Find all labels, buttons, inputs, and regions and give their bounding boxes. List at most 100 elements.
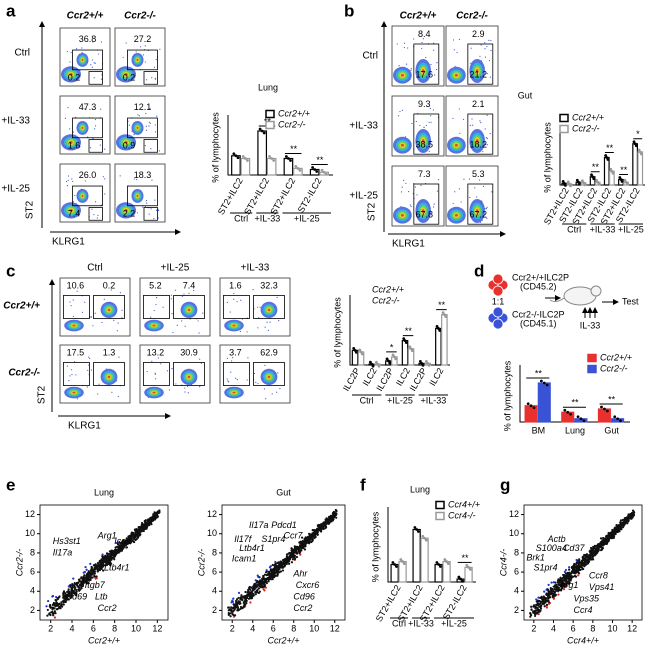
y-tick-label: 10 xyxy=(207,528,217,538)
event-dot xyxy=(89,357,91,360)
gene-dot xyxy=(590,558,593,561)
gene-dot xyxy=(237,609,240,612)
replicate-dot xyxy=(435,325,439,328)
gene-dot xyxy=(90,570,93,573)
replicate-dot xyxy=(268,155,271,158)
gene-dot xyxy=(262,588,265,591)
x-tick-label: 2 xyxy=(48,623,53,633)
gene-dot xyxy=(625,521,628,524)
event-dot xyxy=(405,63,408,65)
x-tick-label: 2 xyxy=(230,623,235,633)
y-tick-label: 8 xyxy=(514,547,519,557)
gene-dot xyxy=(93,575,96,578)
replicate-dot xyxy=(457,575,461,579)
gene-dot xyxy=(74,593,78,597)
event-dot xyxy=(68,379,70,382)
event-dot xyxy=(72,180,74,183)
event-dot xyxy=(252,289,254,291)
event-dot xyxy=(144,45,146,47)
x-tick-label: 10 xyxy=(309,623,319,633)
event-dot xyxy=(113,319,115,321)
replicate-dot xyxy=(241,155,245,158)
gene-dot xyxy=(334,508,337,512)
gene-dot xyxy=(257,581,260,584)
gene-dot xyxy=(47,599,50,603)
gene-dot xyxy=(550,592,553,595)
gene-dot xyxy=(68,595,71,598)
gene-dot xyxy=(57,603,60,606)
legend-swatch xyxy=(435,511,445,521)
event-dot xyxy=(436,62,438,64)
gene-label: Itgb7 xyxy=(85,580,106,590)
gene-dot xyxy=(232,597,235,600)
gene-dot xyxy=(307,542,311,545)
gate-value: 3.7 xyxy=(229,347,242,357)
event-dot xyxy=(67,179,69,181)
gene-dot xyxy=(54,605,57,608)
gene-dot xyxy=(274,568,277,571)
gene-label: S1pr4 xyxy=(261,534,285,544)
gate-value: 12.1 xyxy=(134,102,152,112)
gate xyxy=(88,139,103,153)
replicate-dot xyxy=(385,357,389,361)
event-dot xyxy=(264,326,266,328)
event-dot xyxy=(396,43,398,45)
event-dot xyxy=(425,56,427,59)
gene-dot xyxy=(556,581,560,584)
column-header: Ccr2+/+ xyxy=(67,11,104,22)
gene-dot xyxy=(125,546,128,549)
significance: * xyxy=(390,342,394,352)
replicate-dot xyxy=(394,357,398,361)
gene-dot xyxy=(539,607,543,610)
gene-dot xyxy=(566,571,569,574)
gene-dot xyxy=(323,522,326,525)
event-dot xyxy=(403,179,405,181)
gene-dot xyxy=(67,592,70,595)
y-tick-label: 4 xyxy=(212,586,217,596)
gate xyxy=(253,361,285,386)
event-dot xyxy=(485,207,487,210)
event-dot xyxy=(92,325,94,327)
gate-value: 17.5 xyxy=(67,347,85,357)
gene-dot xyxy=(533,605,536,608)
gene-dot xyxy=(559,584,563,587)
event-dot xyxy=(157,217,159,219)
event-dot xyxy=(398,64,400,67)
gene-label: Arg1 xyxy=(558,580,578,590)
gate xyxy=(88,207,103,221)
gene-dot xyxy=(592,545,595,549)
replicate-dot xyxy=(298,169,302,172)
gene-dot xyxy=(567,582,571,585)
event-dot xyxy=(89,147,92,149)
density xyxy=(72,324,76,327)
density xyxy=(454,143,458,147)
gene-dot xyxy=(314,531,317,534)
gene-dot xyxy=(236,606,240,609)
event-dot xyxy=(433,42,435,44)
category-label: ILC2P xyxy=(374,366,395,393)
event-dot xyxy=(155,303,157,306)
category-label: ILC2P xyxy=(408,366,429,393)
gene-dot xyxy=(99,564,103,567)
gene-dot xyxy=(303,543,306,546)
gate-value: 2.9 xyxy=(472,29,485,39)
event-dot xyxy=(111,391,113,393)
event-dot xyxy=(198,386,201,388)
gene-dot xyxy=(552,585,555,588)
gene-dot xyxy=(153,511,156,514)
y-tick-label: 12 xyxy=(509,509,519,519)
gene-dot xyxy=(306,538,309,541)
event-dot xyxy=(148,213,150,215)
replicate-dot xyxy=(583,183,587,187)
event-dot xyxy=(154,78,157,80)
panel-label: a xyxy=(6,1,16,20)
gene-label: Cd96 xyxy=(293,591,315,601)
gene-dot xyxy=(546,594,550,597)
gene-dot xyxy=(71,593,74,597)
gene-dot xyxy=(589,552,592,556)
replicate-dot xyxy=(611,171,615,175)
gene-dot xyxy=(142,529,145,533)
replicate-dot xyxy=(539,379,543,383)
gene-dot xyxy=(621,518,624,522)
significance: ** xyxy=(438,300,446,310)
